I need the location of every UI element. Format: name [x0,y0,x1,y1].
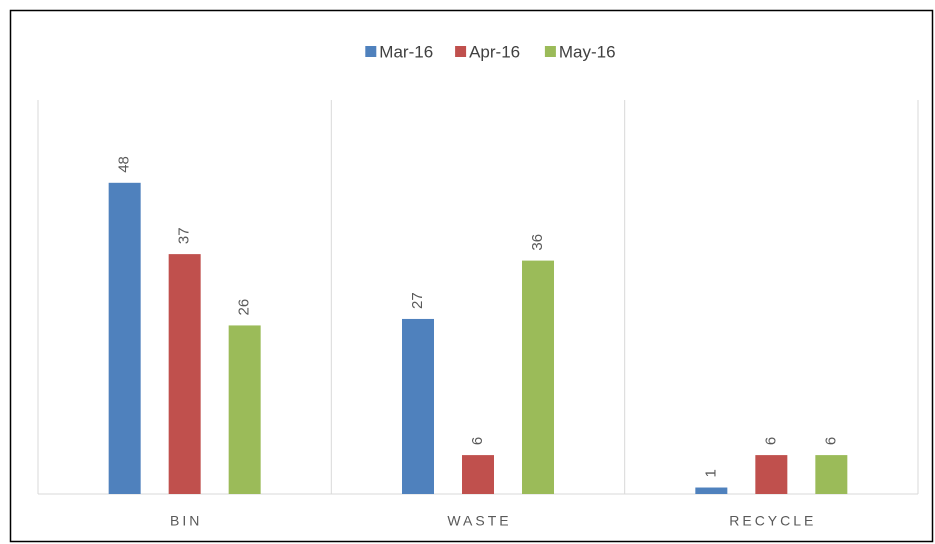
data-label: 26 [236,299,253,316]
data-label: 6 [469,437,486,445]
chart-border [9,9,934,543]
data-label: 37 [176,227,193,244]
data-label: 6 [822,437,839,445]
data-label: 1 [702,469,719,477]
data-label: 36 [529,234,546,251]
bar [755,455,788,494]
legend-swatch [365,46,377,57]
bar [522,260,554,494]
bar [108,182,141,495]
data-label: 6 [762,437,779,445]
x-tick-label: BIN [170,513,202,529]
legend-label: Apr-16 [469,42,520,61]
data-label: 48 [116,156,133,173]
legend-label: Mar-16 [379,42,433,61]
legend-swatch [544,46,556,57]
bar [695,487,728,494]
bar [462,455,494,494]
bar [402,318,434,494]
bar [168,254,201,494]
legend-swatch [455,46,467,57]
data-label: 27 [409,292,426,309]
bar [815,455,848,494]
x-tick-label: RECYCLE [729,513,816,529]
bar [228,325,261,494]
legend-label: May-16 [559,42,616,61]
x-tick-label: WASTE [447,513,511,529]
